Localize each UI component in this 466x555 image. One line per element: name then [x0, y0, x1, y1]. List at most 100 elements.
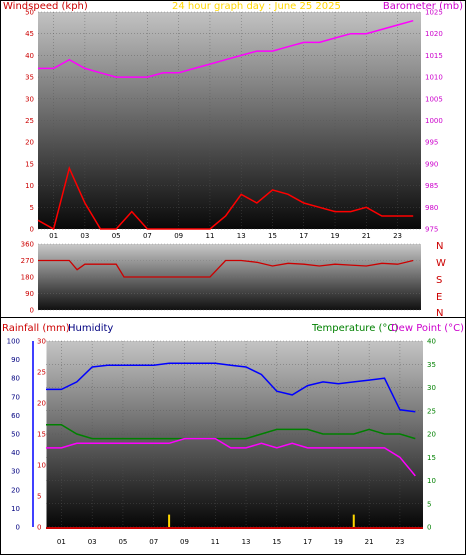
- climate-x-tick-label: 11: [211, 538, 220, 546]
- wind-x-tick-label: 11: [205, 232, 214, 240]
- rainfall-y-tick-label: 20: [37, 400, 46, 408]
- rainfall-y-tick-label: 5: [37, 493, 41, 501]
- temperature-y-tick-label: 40: [427, 338, 436, 346]
- wind-y-tick-label: 35: [25, 74, 34, 82]
- humidity-y-tick-label: 30: [11, 468, 20, 476]
- wind-y-tick-label: 20: [25, 139, 34, 147]
- humidity-y-tick-label: 100: [7, 338, 20, 346]
- climate-x-tick-label: 23: [395, 538, 404, 546]
- rainfall-y-tick-label: 30: [37, 338, 46, 346]
- wind-x-tick-label: 07: [143, 232, 152, 240]
- direction-y-tick-label: 0: [30, 307, 34, 315]
- wind-y-tick-label: 30: [25, 95, 34, 103]
- wind-y-tick-label: 15: [25, 160, 34, 168]
- barometer-y-tick-label: 1005: [425, 95, 443, 103]
- humidity-y-tick-label: 90: [11, 356, 20, 364]
- wind-x-tick-label: 01: [49, 232, 58, 240]
- wind-y-tick-label: 50: [25, 9, 34, 17]
- rainfall-baseline: [46, 527, 423, 529]
- rainfall-axis-label: Rainfall (mm): [2, 323, 70, 334]
- wind-x-tick-label: 09: [174, 232, 183, 240]
- chart-title: 24 hour graph day : June 25 2025: [172, 1, 341, 12]
- direction-label-n-top: N: [436, 241, 443, 252]
- dewpoint-line: [46, 437, 416, 477]
- humidity-y-tick-label: 10: [11, 505, 20, 513]
- direction-y-tick-label: 270: [21, 257, 34, 265]
- climate-x-tick-label: 13: [242, 538, 251, 546]
- climate-x-tick-label: 21: [365, 538, 374, 546]
- humidity-y-tick-label: 80: [11, 375, 20, 383]
- wind-x-tick-label: 15: [268, 232, 277, 240]
- climate-x-tick-label: 03: [88, 538, 97, 546]
- climate-x-tick-label: 19: [334, 538, 343, 546]
- barometer-y-tick-label: 985: [425, 182, 438, 190]
- wind-x-tick-label: 23: [393, 232, 402, 240]
- wind-x-tick-label: 21: [362, 232, 371, 240]
- climate-x-tick-label: 17: [303, 538, 312, 546]
- humidity-y-tick-label: 40: [11, 449, 20, 457]
- barometer-y-tick-label: 1025: [425, 9, 443, 17]
- wind-x-tick-label: 13: [237, 232, 246, 240]
- wind-y-tick-label: 0: [30, 226, 34, 234]
- direction-y-tick-label: 180: [21, 274, 34, 282]
- rainfall-y-tick-label: 25: [37, 369, 46, 377]
- barometer-y-tick-label: 1015: [425, 52, 443, 60]
- temperature-y-tick-label: 5: [427, 500, 431, 508]
- temperature-axis-label: Temperature (°C): [311, 323, 398, 334]
- wind-y-tick-label: 45: [25, 30, 34, 38]
- humidity-y-tick-label: 0: [16, 524, 20, 532]
- dewpoint-axis-label: Dew Point (°C): [391, 323, 464, 334]
- temperature-y-tick-label: 30: [427, 384, 436, 392]
- barometer-y-tick-label: 1020: [425, 30, 443, 38]
- humidity-axis-label: Humidity: [68, 323, 113, 334]
- rainfall-y-tick-label: 0: [37, 524, 41, 532]
- direction-label-n-bottom: N: [436, 308, 443, 319]
- wind-x-tick-label: 17: [299, 232, 308, 240]
- barometer-y-tick-label: 980: [425, 204, 438, 212]
- temperature-y-tick-label: 10: [427, 477, 436, 485]
- humidity-y-tick-label: 70: [11, 393, 20, 401]
- temperature-y-tick-label: 25: [427, 407, 436, 415]
- climate-x-tick-label: 01: [57, 538, 66, 546]
- direction-label-e: E: [436, 292, 442, 303]
- wind-x-tick-label: 19: [331, 232, 340, 240]
- climate-x-tick-label: 05: [118, 538, 127, 546]
- temperature-line: [46, 423, 416, 440]
- humidity-line: [46, 362, 416, 413]
- rainfall-y-tick-label: 15: [37, 431, 46, 439]
- barometer-axis-label: Barometer (mb): [383, 1, 463, 12]
- barometer-y-tick-label: 990: [425, 160, 438, 168]
- direction-y-tick-label: 360: [21, 241, 34, 249]
- barometer-y-tick-label: 975: [425, 226, 438, 234]
- temperature-y-tick-label: 20: [427, 431, 436, 439]
- rainfall-y-tick-label: 10: [37, 462, 46, 470]
- wind-y-tick-label: 40: [25, 52, 34, 60]
- wind-y-tick-label: 5: [30, 204, 34, 212]
- windspeed-line: [37, 165, 414, 231]
- humidity-y-tick-label: 20: [11, 486, 20, 494]
- climate-x-tick-label: 09: [180, 538, 189, 546]
- temperature-y-tick-label: 15: [427, 454, 436, 462]
- direction-label-w: W: [436, 258, 446, 269]
- barometer-y-tick-label: 1010: [425, 74, 443, 82]
- wind-y-tick-label: 25: [25, 117, 34, 125]
- temperature-y-tick-label: 35: [427, 361, 436, 369]
- climate-x-tick-label: 07: [149, 538, 158, 546]
- windspeed-axis-label: Windspeed (kph): [3, 1, 88, 12]
- temperature-y-tick-label: 0: [427, 524, 431, 532]
- wind-y-tick-label: 10: [25, 182, 34, 190]
- wind-direction-line: [38, 259, 414, 278]
- wind-x-tick-label: 05: [112, 232, 121, 240]
- barometer-y-tick-label: 995: [425, 139, 438, 147]
- wind-x-tick-label: 03: [80, 232, 89, 240]
- humidity-y-tick-label: 60: [11, 412, 20, 420]
- direction-y-tick-label: 90: [25, 290, 34, 298]
- climate-x-tick-label: 15: [272, 538, 281, 546]
- barometer-line: [38, 19, 414, 78]
- direction-label-s: S: [436, 275, 442, 286]
- humidity-y-tick-label: 50: [11, 431, 20, 439]
- climate-plot-area: [46, 341, 423, 527]
- barometer-y-tick-label: 1000: [425, 117, 443, 125]
